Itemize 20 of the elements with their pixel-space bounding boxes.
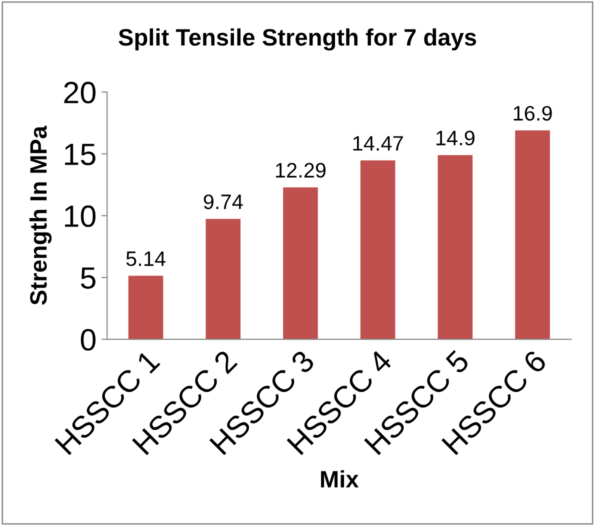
data-label: 5.14 — [126, 252, 166, 266]
y-tick-label: 10 — [65, 205, 96, 228]
bar — [283, 187, 318, 340]
data-label: 12.29 — [276, 162, 326, 178]
y-tick-label: 15 — [65, 144, 96, 166]
y-tick-label: 20 — [64, 82, 96, 104]
data-label: 9.74 — [204, 194, 243, 210]
chart-title: Split Tensile Strength for 7 days — [118, 28, 476, 51]
data-label: 16.9 — [514, 106, 552, 121]
bar — [128, 276, 164, 340]
bar — [515, 130, 550, 340]
bar — [206, 218, 241, 340]
bar — [360, 160, 396, 340]
x-axis-title: Mix — [321, 470, 359, 488]
y-tick-label: 5 — [80, 268, 96, 289]
data-label: 14.47 — [353, 136, 403, 151]
y-tick-label: 0 — [80, 329, 96, 351]
data-label: 14.9 — [436, 130, 474, 146]
bar — [438, 155, 473, 340]
y-axis-title: Strength In MPa — [29, 126, 52, 305]
